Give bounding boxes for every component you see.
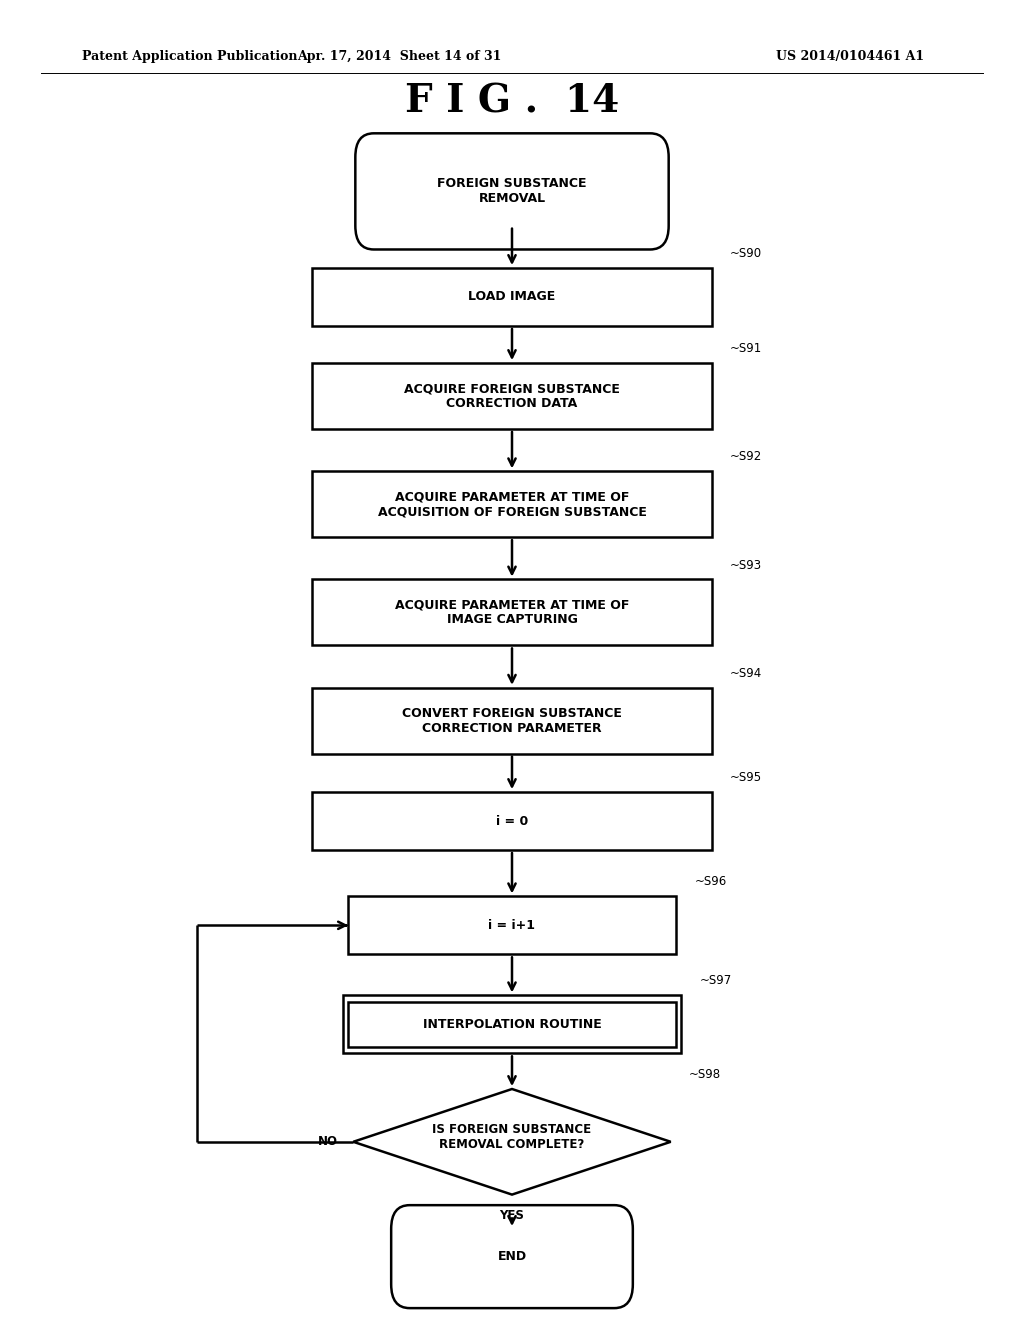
Text: ~S90: ~S90 <box>730 247 762 260</box>
Text: Apr. 17, 2014  Sheet 14 of 31: Apr. 17, 2014 Sheet 14 of 31 <box>297 50 502 63</box>
Text: END: END <box>498 1250 526 1263</box>
Text: ~S93: ~S93 <box>730 558 762 572</box>
Text: INTERPOLATION ROUTINE: INTERPOLATION ROUTINE <box>423 1018 601 1031</box>
Text: NO: NO <box>317 1135 338 1148</box>
FancyBboxPatch shape <box>312 471 712 537</box>
Text: ACQUIRE PARAMETER AT TIME OF
IMAGE CAPTURING: ACQUIRE PARAMETER AT TIME OF IMAGE CAPTU… <box>395 598 629 627</box>
Text: ~S97: ~S97 <box>699 974 731 987</box>
FancyBboxPatch shape <box>312 579 712 645</box>
Text: CONVERT FOREIGN SUBSTANCE
CORRECTION PARAMETER: CONVERT FOREIGN SUBSTANCE CORRECTION PAR… <box>402 706 622 735</box>
Text: Patent Application Publication: Patent Application Publication <box>82 50 297 63</box>
FancyBboxPatch shape <box>391 1205 633 1308</box>
Text: ACQUIRE FOREIGN SUBSTANCE
CORRECTION DATA: ACQUIRE FOREIGN SUBSTANCE CORRECTION DAT… <box>404 381 620 411</box>
FancyBboxPatch shape <box>312 268 712 326</box>
Text: ~S91: ~S91 <box>730 342 762 355</box>
Text: ~S96: ~S96 <box>694 875 726 888</box>
FancyBboxPatch shape <box>312 688 712 754</box>
Text: YES: YES <box>500 1209 524 1222</box>
Text: i = 0: i = 0 <box>496 814 528 828</box>
Text: i = i+1: i = i+1 <box>488 919 536 932</box>
Text: F I G .  14: F I G . 14 <box>404 83 620 120</box>
Text: IS FOREIGN SUBSTANCE
REMOVAL COMPLETE?: IS FOREIGN SUBSTANCE REMOVAL COMPLETE? <box>432 1122 592 1151</box>
Text: ACQUIRE PARAMETER AT TIME OF
ACQUISITION OF FOREIGN SUBSTANCE: ACQUIRE PARAMETER AT TIME OF ACQUISITION… <box>378 490 646 519</box>
Text: ~S94: ~S94 <box>730 667 762 680</box>
Text: LOAD IMAGE: LOAD IMAGE <box>468 290 556 304</box>
FancyBboxPatch shape <box>348 896 676 954</box>
FancyBboxPatch shape <box>343 995 681 1053</box>
FancyBboxPatch shape <box>355 133 669 249</box>
Text: ~S98: ~S98 <box>689 1068 721 1081</box>
Text: ~S92: ~S92 <box>730 450 762 463</box>
FancyBboxPatch shape <box>348 1002 676 1047</box>
Text: FOREIGN SUBSTANCE
REMOVAL: FOREIGN SUBSTANCE REMOVAL <box>437 177 587 206</box>
Text: US 2014/0104461 A1: US 2014/0104461 A1 <box>776 50 924 63</box>
FancyBboxPatch shape <box>312 792 712 850</box>
FancyBboxPatch shape <box>312 363 712 429</box>
Polygon shape <box>353 1089 671 1195</box>
Text: ~S95: ~S95 <box>730 771 762 784</box>
